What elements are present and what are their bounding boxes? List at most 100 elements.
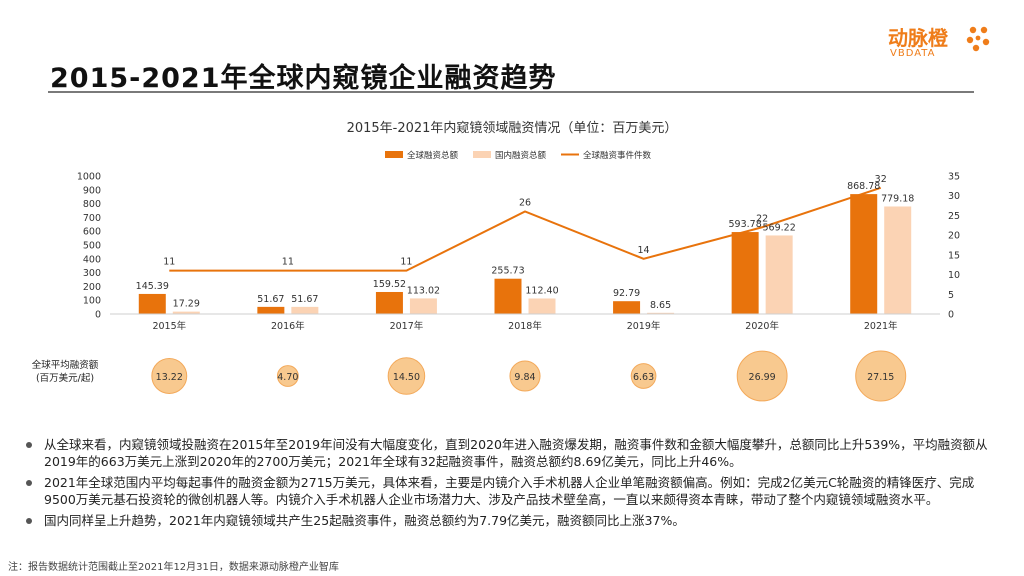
page-title: 2015-2021年全球内窥镜企业融资趋势 <box>50 63 557 94</box>
bar <box>291 306 319 314</box>
bullet-item: 从全球来看，内窥镜领域投融资在2015年至2019年间没有大幅度变化，直到202… <box>22 436 1002 470</box>
bubble <box>387 357 426 395</box>
bar <box>409 298 437 314</box>
bubble <box>855 350 907 402</box>
bubble <box>736 350 788 402</box>
bubble <box>509 360 541 392</box>
y-tick-label: 400 <box>83 254 101 265</box>
bar-value-label: 569.22 <box>763 222 796 233</box>
line-value-label: 14 <box>638 245 650 256</box>
line-series <box>169 186 882 272</box>
financing-chart: 2015年-2021年内窥镜领域融资情况（单位：百万美元） 全球融资总额 国内融资… <box>32 120 960 402</box>
bubble-value-label: 13.22 <box>156 372 183 383</box>
y-tick-label: 600 <box>83 227 101 238</box>
legend-label: 全球融资总额 <box>407 150 459 161</box>
bubble-value-label: 27.15 <box>867 372 894 383</box>
footnote: 注：报告数据统计范围截止至2021年12月31日，数据来源动脉橙产业智库 <box>8 562 339 573</box>
bar-value-label: 112.40 <box>525 285 558 296</box>
legend-swatch <box>473 151 491 158</box>
bar-value-label: 8.65 <box>650 300 671 311</box>
bar-value-label: 868.78 <box>847 181 880 192</box>
y-tick-label: 1000 <box>77 172 101 183</box>
bubble <box>276 365 299 387</box>
y2-tick-label: 0 <box>948 310 954 321</box>
bubble <box>151 358 188 394</box>
bar <box>172 311 200 314</box>
y-tick-label: 200 <box>83 282 101 293</box>
bubble-row: 全球平均融资额(百万美元/起) 13.22 4.70 14.50 9.84 6.63 26.… <box>32 350 907 402</box>
x-tick-label: 2021年 <box>864 320 898 332</box>
bar <box>647 312 675 314</box>
y-tick-label: 0 <box>95 310 101 321</box>
bar <box>613 301 641 314</box>
line-value-label: 11 <box>282 257 294 268</box>
y2-tick-label: 15 <box>948 250 960 261</box>
bar <box>731 232 759 314</box>
bar-value-label: 51.67 <box>291 294 318 305</box>
legend-label: 全球融资事件件数 <box>583 150 652 161</box>
title-divider <box>48 91 974 93</box>
x-tick-label: 2020年 <box>745 320 779 332</box>
legend-swatch <box>385 151 403 158</box>
bubble-value-label: 6.63 <box>633 372 654 383</box>
y-tick-label: 800 <box>83 199 101 210</box>
bar-value-label: 159.52 <box>373 279 406 290</box>
bullet-item: 2021年全球范围内平均每起事件的融资金额为2715万美元，具体来看，主要是内镜… <box>22 474 1002 508</box>
bubble-row-label: 全球平均融资额 <box>32 359 99 371</box>
y2-tick-label: 25 <box>948 211 960 222</box>
y2-tick-label: 10 <box>948 270 960 281</box>
bubble-value-label: 4.70 <box>277 372 298 383</box>
y-tick-label: 900 <box>83 185 101 196</box>
y2-tick-label: 30 <box>948 191 960 202</box>
bar-value-label: 255.73 <box>491 266 524 277</box>
bar-value-label: 593.78 <box>729 219 762 230</box>
y-tick-label: 300 <box>83 268 101 279</box>
bar-series <box>138 194 912 314</box>
bubble-value-label: 9.84 <box>514 372 535 383</box>
orange-dots-logo-icon <box>966 26 990 52</box>
line-value-label: 22 <box>756 213 768 224</box>
logo-english-name: VBDATA <box>890 48 936 59</box>
x-tick-label: 2018年 <box>508 320 542 332</box>
y-tick-label: 500 <box>83 241 101 252</box>
x-tick-label: 2019年 <box>627 320 661 332</box>
x-axis: 2015年 2016年 2017年 2018年 2019年 2020年 2021年 <box>110 313 940 332</box>
bar <box>375 291 403 314</box>
y2-tick-label: 35 <box>948 172 960 183</box>
left-axis: 0 100 200 300 400 500 600 700 800 900 1000 <box>77 172 101 321</box>
bar-value-label: 145.39 <box>136 281 169 292</box>
bubble-value-label: 14.50 <box>393 372 420 383</box>
x-tick-label: 2015年 <box>152 320 186 332</box>
bar-value-label: 113.02 <box>407 285 440 296</box>
y2-tick-label: 20 <box>948 231 960 242</box>
y2-tick-label: 5 <box>948 290 954 301</box>
bar <box>884 206 912 314</box>
bar <box>138 293 166 314</box>
x-tick-label: 2017年 <box>390 320 424 332</box>
line-value-label: 11 <box>400 257 412 268</box>
y-tick-label: 700 <box>83 213 101 224</box>
line-value-label: 11 <box>163 257 175 268</box>
bar <box>765 235 793 314</box>
bullet-item: 国内同样呈上升趋势，2021年内窥镜领域共产生25起融资事件，融资总额约为7.7… <box>22 512 1002 529</box>
events-line <box>169 186 882 272</box>
chart-legend: 全球融资总额 国内融资总额 全球融资事件件数 <box>385 150 652 161</box>
bar <box>494 278 522 314</box>
brand-logo: 动脉橙 VBDATA <box>888 22 998 66</box>
x-tick-label: 2016年 <box>271 320 305 332</box>
logo-chinese-name: 动脉橙 <box>888 26 948 50</box>
bubble-row-unit-label: (百万美元/起) <box>36 372 94 384</box>
bubble <box>630 363 657 389</box>
bar-value-label: 17.29 <box>173 299 200 310</box>
chart-title: 2015年-2021年内窥镜领域融资情况（单位：百万美元） <box>347 120 678 136</box>
bar-value-label: 779.18 <box>881 193 914 204</box>
bubble-value-label: 26.99 <box>749 372 776 383</box>
line-value-label: 32 <box>875 174 887 185</box>
bar-value-label: 92.79 <box>613 288 640 299</box>
bar <box>850 194 878 314</box>
y-tick-label: 100 <box>83 296 101 307</box>
line-value-label: 26 <box>519 197 531 208</box>
data-labels: 145.39 51.67 159.52 255.73 92.79 593.78 868.78… <box>136 174 915 311</box>
bar-value-label: 51.67 <box>257 294 284 305</box>
bar <box>257 306 285 314</box>
